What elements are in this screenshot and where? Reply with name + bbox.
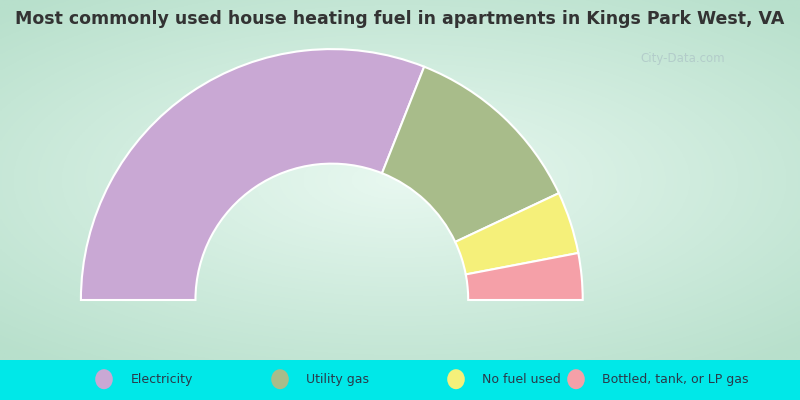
Ellipse shape (447, 369, 465, 389)
Text: City-Data.com: City-Data.com (640, 52, 725, 65)
Text: Most commonly used house heating fuel in apartments in Kings Park West, VA: Most commonly used house heating fuel in… (15, 10, 785, 28)
Wedge shape (455, 193, 578, 274)
Text: Electricity: Electricity (130, 373, 193, 386)
Wedge shape (81, 49, 424, 300)
Wedge shape (466, 253, 582, 300)
Ellipse shape (271, 369, 289, 389)
Text: Bottled, tank, or LP gas: Bottled, tank, or LP gas (602, 373, 749, 386)
Text: Utility gas: Utility gas (306, 373, 370, 386)
Ellipse shape (567, 369, 585, 389)
Ellipse shape (95, 369, 113, 389)
Wedge shape (382, 67, 559, 242)
Text: No fuel used: No fuel used (482, 373, 561, 386)
